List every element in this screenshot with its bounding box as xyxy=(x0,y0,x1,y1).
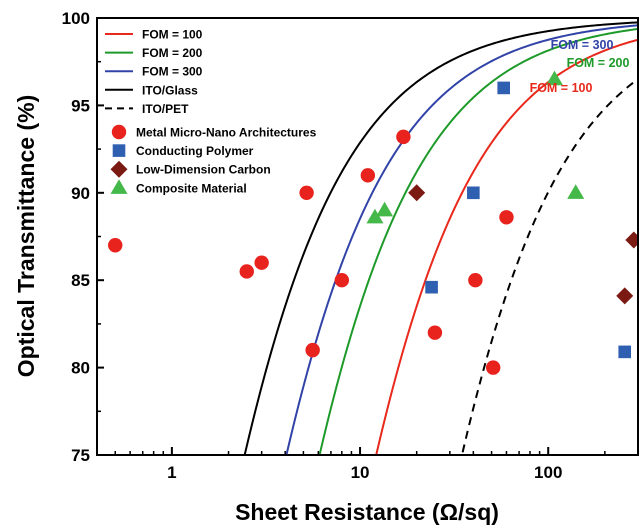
point-triangle xyxy=(376,201,394,217)
y-tick-label: 75 xyxy=(71,446,90,465)
y-tick-label: 100 xyxy=(62,9,90,28)
ticks: 75 80 85 90 95 100 1 10 100 xyxy=(62,9,606,482)
point-square xyxy=(618,345,632,359)
legend-label: Low-Dimension Carbon xyxy=(136,163,271,177)
plot-area xyxy=(108,21,638,455)
annotation-fom-300: FOM = 300 xyxy=(551,38,614,52)
point-square xyxy=(497,81,511,95)
legend-label: ITO/PET xyxy=(142,102,189,116)
legend-marker xyxy=(112,144,126,157)
point-circle xyxy=(254,255,269,270)
point-diamond xyxy=(625,231,638,249)
point-diamond xyxy=(616,287,634,305)
curve-fom-100 xyxy=(375,38,638,455)
point-circle xyxy=(499,210,514,225)
point-circle xyxy=(468,273,483,288)
y-tick-label: 85 xyxy=(71,271,90,290)
curve-fom-300 xyxy=(285,24,638,455)
point-circle xyxy=(485,360,501,375)
point-circle xyxy=(239,264,254,279)
legend-marker xyxy=(110,160,128,178)
x-tick-label: 1 xyxy=(167,463,176,482)
curve-ito-pet xyxy=(460,78,638,455)
data-points xyxy=(108,70,638,375)
x-tick-label: 10 xyxy=(351,463,370,482)
legend-label: Metal Micro-Nano Architectures xyxy=(136,126,317,140)
point-triangle xyxy=(567,184,585,199)
point-triangle xyxy=(546,70,564,86)
curve-fom-200 xyxy=(318,27,638,455)
legend-label: FOM = 300 xyxy=(142,65,203,79)
point-circle xyxy=(108,238,123,253)
point-triangle xyxy=(366,208,384,224)
legend-label: Composite Material xyxy=(136,181,247,195)
legend-label: FOM = 200 xyxy=(142,46,203,60)
y-axis-title: Optical Transmittance (%) xyxy=(13,95,39,377)
legend-label: Conducting Polymer xyxy=(136,144,254,158)
legend-label: ITO/Glass xyxy=(142,83,198,97)
annotation-fom-200: FOM = 200 xyxy=(567,56,630,70)
y-tick-label: 80 xyxy=(71,359,90,378)
y-tick-label: 95 xyxy=(71,96,90,115)
x-tick-label: 100 xyxy=(534,463,562,482)
annotation-fom-100: FOM = 100 xyxy=(530,81,593,95)
point-circle xyxy=(305,342,320,358)
point-square xyxy=(425,280,438,294)
legend: FOM = 100 FOM = 200 FOM = 300 ITO/Glass ITO/… xyxy=(105,28,317,195)
point-circle xyxy=(427,325,443,340)
point-square xyxy=(467,186,480,200)
point-circle xyxy=(360,168,376,183)
legend-marker xyxy=(111,124,127,140)
legend-marker xyxy=(110,179,128,194)
curve-ito-glass xyxy=(243,21,638,455)
point-circle xyxy=(334,273,350,288)
y-tick-label: 90 xyxy=(71,184,90,203)
point-diamond xyxy=(408,184,426,202)
point-circle xyxy=(396,129,411,145)
point-circle xyxy=(299,185,314,200)
legend-label: FOM = 100 xyxy=(142,28,203,42)
x-axis-title: Sheet Resistance (Ω/sq) xyxy=(235,499,499,525)
